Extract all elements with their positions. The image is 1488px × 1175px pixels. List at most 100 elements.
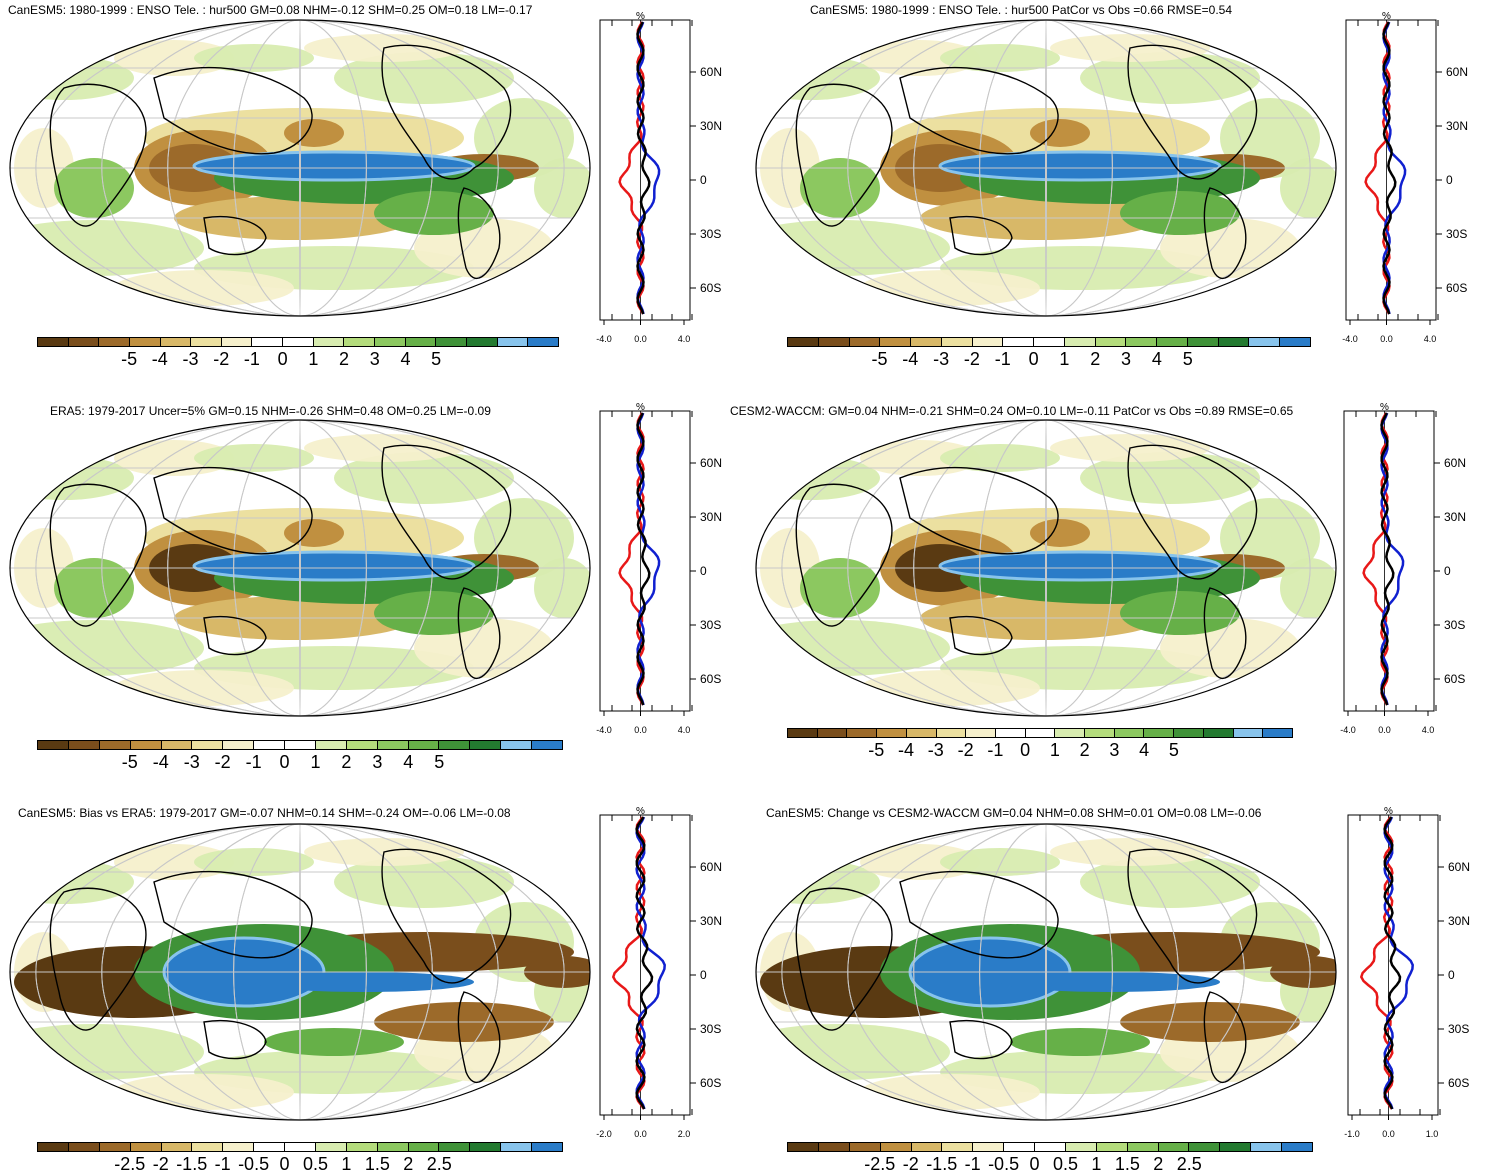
colorbar-swatch <box>880 338 912 346</box>
graticule-meridian <box>167 20 433 316</box>
profile-frame <box>1345 19 1437 321</box>
colorbar-label: -4 <box>151 349 168 369</box>
colorbar-label: -1 <box>964 1154 981 1174</box>
graticule-meridian <box>913 824 1179 1120</box>
y-tick-label: 30S <box>1446 227 1467 241</box>
panel-cesm2-waccm: CESM2-WACCM: GM=0.04 NHM=-0.21 SHM=0.24 … <box>730 400 1488 790</box>
colorbar-swatch <box>1127 1143 1159 1151</box>
colorbar-label: -3 <box>183 752 200 772</box>
graticule-meridian <box>847 20 1245 316</box>
colorbar-swatch <box>880 1143 912 1151</box>
colorbar-label: 1 <box>310 752 321 772</box>
field-patch <box>114 670 294 706</box>
x-tick-label: 0.0 <box>634 1129 647 1139</box>
colorbar-label: 2.5 <box>426 1154 452 1174</box>
colorbar-label: 0 <box>1029 1154 1040 1174</box>
colorbar-swatch <box>38 741 69 749</box>
panel-canesm5-enso: CanESM5: 1980-1999 : ENSO Tele. : hur500… <box>0 0 744 390</box>
colorbar-swatch <box>788 338 819 346</box>
zonal-mean-profile: % 60N 30N 0 30S 60S -4.0 0.0 4.0 <box>596 11 722 344</box>
map-field <box>10 20 590 316</box>
y-tick-label: 30S <box>700 227 721 241</box>
field-patch <box>194 848 314 876</box>
panel-title: CanESM5: Change vs CESM2-WACCM GM=0.04 N… <box>766 806 1262 820</box>
panel-title: CanESM5: Bias vs ERA5: 1979-2017 GM=-0.0… <box>18 806 511 820</box>
field-patch <box>114 270 294 306</box>
colorbar-cells <box>787 728 1293 738</box>
bias-wet-tongue <box>1000 972 1220 992</box>
colorbar-swatch <box>528 338 558 346</box>
series-black <box>636 412 651 706</box>
y-tick-label: 0 <box>700 968 707 982</box>
colorbar-label: 1 <box>308 349 319 369</box>
coastline <box>49 44 512 280</box>
x-tick-label: 0.0 <box>634 725 647 735</box>
zonal-mean-profile: % 60N 30N 0 30S 60S -4.0 0.0 4.0 <box>596 402 722 735</box>
colorbar-label: 4 <box>403 752 414 772</box>
colorbar-swatch <box>1218 338 1250 346</box>
colorbar-swatch <box>223 741 255 749</box>
colorbar-swatch <box>99 741 131 749</box>
colorbar-swatch <box>817 729 848 737</box>
colorbar-swatch <box>68 1143 100 1151</box>
wet-indian <box>800 558 880 618</box>
panel-title: ERA5: 1979-2017 Uncer=5% GM=0.15 NHM=-0.… <box>50 404 491 418</box>
colorbar-label: 4 <box>1139 740 1150 760</box>
coastline <box>795 444 1258 680</box>
colorbar-label: 1.5 <box>364 1154 390 1174</box>
x-tick-label: 0.0 <box>634 334 647 344</box>
graticule-meridian <box>167 420 433 716</box>
field-patch <box>194 44 314 72</box>
colorbar-swatch <box>252 338 284 346</box>
colorbar-label: 2.5 <box>1176 1154 1202 1174</box>
colorbar-label: -0.5 <box>238 1154 270 1174</box>
colorbar-label: -2 <box>152 1154 169 1174</box>
colorbar-swatch <box>285 741 316 749</box>
graticule-meridian <box>1045 20 1047 316</box>
y-tick-label: 0 <box>1446 173 1453 187</box>
graticule-meridian <box>979 824 1113 1120</box>
colorbar-label: 2 <box>403 1154 414 1174</box>
colorbar-swatch <box>254 741 285 749</box>
x-tick-label: -4.0 <box>596 725 612 735</box>
y-tick-label: 60N <box>1444 456 1466 470</box>
y-tick-label: 60N <box>700 456 722 470</box>
colorbar-swatch <box>283 338 314 346</box>
dry-core-north <box>284 119 344 147</box>
colorbar-swatch <box>972 338 1004 346</box>
colorbar-swatch <box>161 741 193 749</box>
colorbar-swatch <box>405 338 437 346</box>
y-tick-label: 60N <box>700 860 722 874</box>
colorbar-swatch <box>1055 729 1086 737</box>
colorbar-swatch <box>439 741 471 749</box>
field-patch <box>860 270 1040 306</box>
colorbar-swatch <box>1085 729 1115 737</box>
colorbar: -2.5 -2 -1.5 -1 -0.5 0 0.5 1 1.5 2 2.5 <box>37 1142 563 1175</box>
panel-title: CanESM5: 1980-1999 : ENSO Tele. : hur500… <box>810 3 1233 17</box>
y-tick-label: 60S <box>700 672 721 686</box>
colorbar-label: 4 <box>400 349 411 369</box>
colorbar-swatch <box>877 729 907 737</box>
colorbar-swatch <box>1280 338 1311 346</box>
colorbar-swatch <box>130 741 162 749</box>
map-outline <box>9 19 591 317</box>
bias-wet-south <box>264 1028 404 1056</box>
profile-frame <box>599 19 691 321</box>
graticule-meridian <box>233 824 367 1120</box>
colorbar-swatch <box>129 338 161 346</box>
y-tick-label: 30N <box>700 510 722 524</box>
colorbar-label: 1 <box>1059 349 1070 369</box>
colorbar-swatch <box>470 741 502 749</box>
colorbar-label: 0 <box>1028 349 1039 369</box>
colorbar-label: 0 <box>1020 740 1031 760</box>
y-tick-label: 30S <box>1444 618 1465 632</box>
colorbar-swatch <box>501 741 532 749</box>
bias-wet-tongue <box>254 972 474 992</box>
graticule-meridian <box>233 20 367 316</box>
colorbar-cells <box>37 337 559 347</box>
x-tick-label: 4.0 <box>678 334 691 344</box>
colorbar-label: -2 <box>963 349 980 369</box>
colorbar-swatch <box>1095 338 1127 346</box>
colorbar-cells <box>787 1142 1313 1152</box>
y-tick-label: 60S <box>700 1076 721 1090</box>
